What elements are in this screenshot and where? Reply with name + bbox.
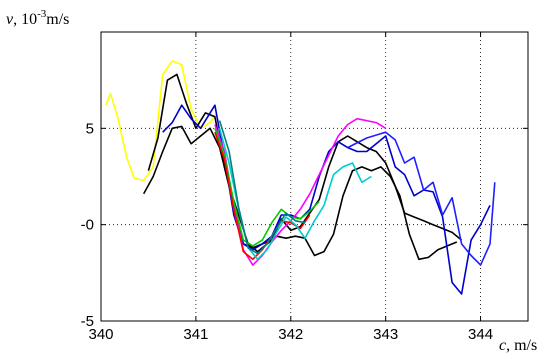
- y-tick-label: -5: [81, 313, 94, 330]
- tick-marks: [100, 31, 528, 322]
- x-tick-label: 343: [373, 326, 398, 343]
- x-tick-label: 342: [278, 326, 303, 343]
- y-tick-label: 5: [86, 120, 94, 137]
- x-tick-label: 340: [88, 326, 113, 343]
- plot-frame: [100, 31, 529, 322]
- y-axis-label: v, 10-3m/s: [6, 8, 69, 28]
- series-line-10: [218, 120, 306, 255]
- x-tick-label: 344: [468, 326, 493, 343]
- grid-lines: [101, 32, 528, 321]
- series-line-2: [142, 125, 458, 261]
- x-axis-label: c, m/s: [499, 337, 537, 354]
- series-line-5: [347, 131, 496, 266]
- series-line-1: [104, 60, 218, 182]
- y-tick-label: -0: [81, 217, 94, 234]
- tick-labels: 340 341 342 343 344 -5 -0 5: [81, 120, 493, 343]
- series-line-3: [147, 73, 463, 249]
- x-tick-label: 341: [183, 326, 208, 343]
- series-line-7: [214, 128, 320, 247]
- series-group: [104, 60, 496, 295]
